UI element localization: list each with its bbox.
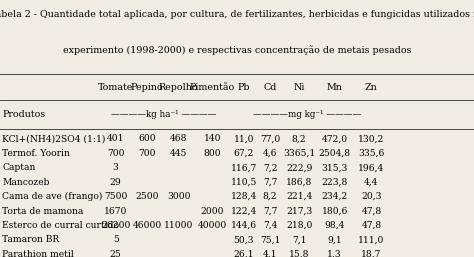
Text: 3000: 3000 (167, 192, 191, 201)
Text: Tamaron BR: Tamaron BR (2, 235, 60, 244)
Text: Tomate: Tomate (98, 83, 133, 92)
Text: 4,1: 4,1 (263, 250, 277, 257)
Text: Parathion metil: Parathion metil (2, 250, 74, 257)
Text: 4,4: 4,4 (364, 178, 379, 187)
Text: 472,0: 472,0 (321, 134, 348, 143)
Text: 1670: 1670 (104, 207, 128, 216)
Text: 18,7: 18,7 (361, 250, 382, 257)
Text: 40000: 40000 (198, 221, 227, 230)
Text: KCl+(NH4)2SO4 (1:1): KCl+(NH4)2SO4 (1:1) (2, 134, 106, 143)
Text: 3365,1: 3365,1 (283, 149, 315, 158)
Text: 8,2: 8,2 (263, 192, 277, 201)
Text: Zn: Zn (365, 83, 378, 92)
Text: Pimentão: Pimentão (190, 83, 235, 92)
Text: 47,8: 47,8 (361, 207, 382, 216)
Text: 218,0: 218,0 (286, 221, 312, 230)
Text: Produtos: Produtos (2, 111, 46, 120)
Text: 116,7: 116,7 (230, 163, 257, 172)
Text: 110,5: 110,5 (230, 178, 257, 187)
Text: 122,4: 122,4 (230, 207, 257, 216)
Text: 130,2: 130,2 (358, 134, 384, 143)
Text: 2504,8: 2504,8 (319, 149, 351, 158)
Text: 25: 25 (110, 250, 121, 257)
Text: 46000: 46000 (133, 221, 162, 230)
Text: 468: 468 (170, 134, 187, 143)
Text: 2000: 2000 (201, 207, 224, 216)
Text: 800: 800 (203, 149, 221, 158)
Text: Torta de mamona: Torta de mamona (2, 207, 84, 216)
Text: ————mg kg⁻¹ ————: ————mg kg⁻¹ ———— (254, 111, 362, 120)
Text: 98,4: 98,4 (325, 221, 345, 230)
Text: Cd: Cd (264, 83, 277, 92)
Text: 144,6: 144,6 (230, 221, 257, 230)
Text: 77,0: 77,0 (260, 134, 280, 143)
Text: 445: 445 (170, 149, 187, 158)
Text: 3: 3 (113, 163, 118, 172)
Text: 8,2: 8,2 (292, 134, 306, 143)
Text: Ni: Ni (293, 83, 305, 92)
Text: 5: 5 (113, 235, 118, 244)
Text: 221,4: 221,4 (286, 192, 312, 201)
Text: 217,3: 217,3 (286, 207, 312, 216)
Text: Repolho: Repolho (159, 83, 199, 92)
Text: 128,4: 128,4 (230, 192, 257, 201)
Text: Mancozeb: Mancozeb (2, 178, 50, 187)
Text: 26200: 26200 (101, 221, 130, 230)
Text: Mn: Mn (327, 83, 343, 92)
Text: 50,3: 50,3 (233, 235, 254, 244)
Text: 223,8: 223,8 (321, 178, 348, 187)
Text: Tabela 2 - Quantidade total aplicada, por cultura, de fertilizantes, herbicidas : Tabela 2 - Quantidade total aplicada, po… (0, 10, 474, 20)
Text: 2500: 2500 (136, 192, 159, 201)
Text: Esterco de curral curtido: Esterco de curral curtido (2, 221, 119, 230)
Text: 315,3: 315,3 (321, 163, 348, 172)
Text: 196,4: 196,4 (358, 163, 384, 172)
Text: 140: 140 (203, 134, 221, 143)
Text: 600: 600 (138, 134, 156, 143)
Text: 67,2: 67,2 (234, 149, 254, 158)
Text: 700: 700 (107, 149, 124, 158)
Text: 9,1: 9,1 (328, 235, 342, 244)
Text: 47,8: 47,8 (361, 221, 382, 230)
Text: 15,8: 15,8 (289, 250, 310, 257)
Text: 234,2: 234,2 (321, 192, 348, 201)
Text: 7,4: 7,4 (263, 221, 277, 230)
Text: 7,2: 7,2 (263, 163, 277, 172)
Text: 4,6: 4,6 (263, 149, 277, 158)
Text: 700: 700 (138, 149, 156, 158)
Text: Pepino: Pepino (131, 83, 164, 92)
Text: 111,0: 111,0 (358, 235, 384, 244)
Text: 26,1: 26,1 (233, 250, 254, 257)
Text: 29: 29 (110, 178, 121, 187)
Text: ————kg ha⁻¹ ————: ————kg ha⁻¹ ———— (111, 111, 217, 120)
Text: 335,6: 335,6 (358, 149, 384, 158)
Text: Termof. Yoorin: Termof. Yoorin (2, 149, 70, 158)
Text: experimento (1998-2000) e respectivas concentração de metais pesados: experimento (1998-2000) e respectivas co… (63, 45, 411, 55)
Text: 401: 401 (107, 134, 124, 143)
Text: Captan: Captan (2, 163, 36, 172)
Text: 20,3: 20,3 (361, 192, 382, 201)
Text: 11000: 11000 (164, 221, 193, 230)
Text: 7,7: 7,7 (263, 207, 277, 216)
Text: 75,1: 75,1 (260, 235, 280, 244)
Text: 186,8: 186,8 (286, 178, 312, 187)
Text: Cama de ave (frango): Cama de ave (frango) (2, 192, 103, 201)
Text: 11,0: 11,0 (233, 134, 254, 143)
Text: 1,3: 1,3 (328, 250, 342, 257)
Text: 7500: 7500 (104, 192, 128, 201)
Text: 180,6: 180,6 (321, 207, 348, 216)
Text: Pb: Pb (237, 83, 250, 92)
Text: 222,9: 222,9 (286, 163, 312, 172)
Text: 7,1: 7,1 (292, 235, 306, 244)
Text: 7,7: 7,7 (263, 178, 277, 187)
